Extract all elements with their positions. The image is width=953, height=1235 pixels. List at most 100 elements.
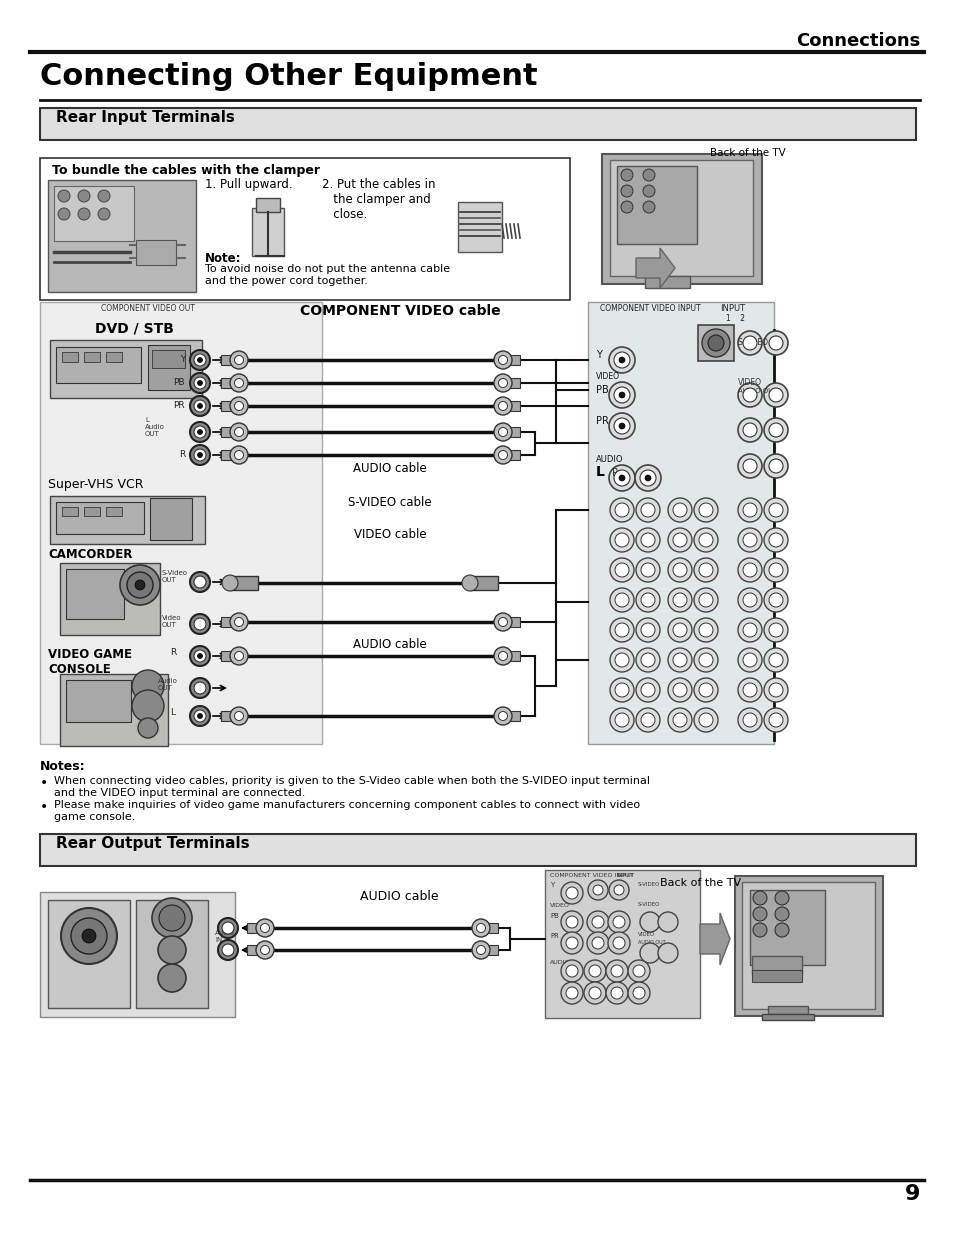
Circle shape [98,190,110,203]
Bar [56,501,144,534]
Circle shape [639,911,659,932]
Bar [54,186,133,241]
Bar [503,354,519,366]
Circle shape [193,426,206,438]
Polygon shape [700,913,729,965]
Circle shape [763,678,787,701]
Circle shape [197,714,202,719]
Bar [252,207,284,256]
Circle shape [699,593,712,606]
Circle shape [693,678,718,701]
Text: AUDIO cable: AUDIO cable [353,638,426,651]
Circle shape [609,648,634,672]
Circle shape [633,987,644,999]
Circle shape [763,331,787,354]
Circle shape [667,648,691,672]
Circle shape [768,459,782,473]
Circle shape [738,498,761,522]
Circle shape [636,498,659,522]
Text: PB: PB [550,913,558,919]
Circle shape [608,412,635,438]
Circle shape [742,593,757,606]
Text: R: R [170,648,176,657]
Bar [247,945,263,955]
Text: S-VIDEO: S-VIDEO [638,882,659,887]
Text: To avoid noise do not put the antenna cable
and the power cord together.: To avoid noise do not put the antenna ca… [205,264,450,285]
Text: Connections: Connections [795,32,919,49]
Circle shape [494,396,512,415]
Circle shape [618,391,624,398]
Circle shape [255,941,274,960]
Circle shape [230,647,248,664]
Circle shape [190,422,210,442]
Bar [609,161,752,275]
Text: VIDEO cable: VIDEO cable [354,529,426,541]
Circle shape [763,454,787,478]
Circle shape [498,618,507,626]
Bar [749,890,824,965]
Circle shape [197,430,202,435]
Circle shape [667,588,691,613]
Circle shape [639,471,656,487]
Circle shape [613,916,624,927]
Text: PB: PB [596,385,608,395]
Bar [481,945,497,955]
Circle shape [658,911,678,932]
Bar [617,165,697,245]
Bar [503,378,519,388]
Circle shape [738,529,761,552]
Circle shape [120,564,160,605]
Circle shape [738,618,761,642]
Bar [698,325,733,361]
Circle shape [768,653,782,667]
Circle shape [234,378,243,388]
Circle shape [738,558,761,582]
Circle shape [494,446,512,464]
Bar [62,508,78,516]
Circle shape [193,576,206,588]
Circle shape [608,881,628,900]
Circle shape [98,207,110,220]
Text: Rear Output Terminals: Rear Output Terminals [56,836,250,851]
Circle shape [152,898,192,939]
Text: Y: Y [550,882,554,888]
Bar [741,882,874,1009]
Circle shape [667,529,691,552]
Circle shape [190,445,210,466]
Circle shape [699,683,712,697]
Circle shape [699,653,712,667]
Text: •: • [40,776,49,790]
Circle shape [132,690,164,722]
Circle shape [742,336,757,350]
Circle shape [498,378,507,388]
Circle shape [193,377,206,389]
Circle shape [197,653,202,658]
Circle shape [234,618,243,626]
Circle shape [218,918,237,939]
Circle shape [565,887,578,899]
Circle shape [672,503,686,517]
Circle shape [218,940,237,960]
Circle shape [610,987,622,999]
Circle shape [699,713,712,727]
Circle shape [132,671,164,701]
Circle shape [71,918,107,953]
Circle shape [763,498,787,522]
Bar [457,203,501,252]
Circle shape [565,987,578,999]
Circle shape [476,946,485,955]
Circle shape [190,350,210,370]
Text: PR: PR [596,416,608,426]
Bar [84,508,100,516]
Circle shape [615,534,628,547]
Circle shape [738,678,761,701]
Circle shape [768,713,782,727]
Bar [503,651,519,661]
Circle shape [608,382,635,408]
Bar [60,674,168,746]
Text: 1    2: 1 2 [725,314,744,324]
Circle shape [672,713,686,727]
Bar [66,680,131,722]
Circle shape [618,357,624,363]
Bar [751,956,801,974]
